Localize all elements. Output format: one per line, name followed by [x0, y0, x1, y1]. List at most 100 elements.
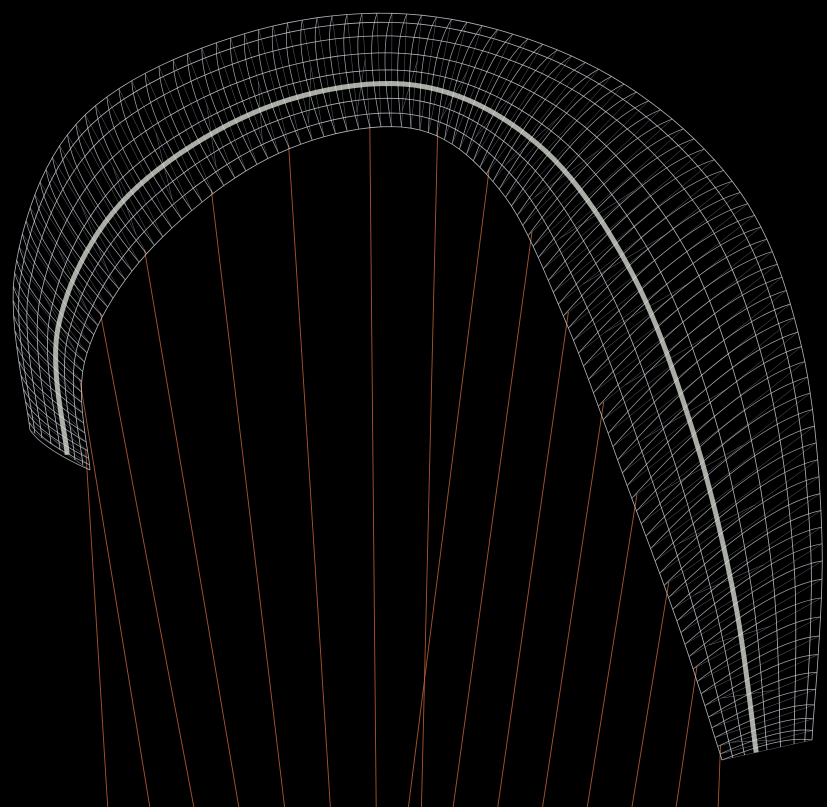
- rib: [343, 14, 360, 130]
- rib: [466, 38, 529, 155]
- rib: [29, 207, 103, 317]
- rib: [680, 543, 823, 633]
- rib: [622, 331, 799, 474]
- rib: [314, 17, 336, 134]
- suspension-lines: [79, 124, 721, 807]
- suspension-line: [99, 312, 195, 807]
- reinforcement-band: [53, 80, 759, 753]
- rib: [384, 13, 393, 127]
- rib: [588, 238, 767, 380]
- rib: [543, 138, 695, 270]
- rib: [75, 124, 147, 254]
- suspension-line: [85, 449, 109, 807]
- rib: [20, 375, 86, 434]
- rib: [172, 59, 225, 186]
- rib: [516, 91, 637, 216]
- rib: [25, 401, 88, 452]
- rib: [583, 226, 762, 367]
- rib: [271, 25, 302, 145]
- rib: [654, 442, 817, 562]
- rib: [636, 376, 808, 512]
- suspension-line: [542, 401, 605, 807]
- rib: [131, 80, 193, 211]
- rib: [612, 303, 791, 447]
- rib: [158, 66, 214, 194]
- rib: [668, 493, 821, 598]
- span-line: [46, 69, 768, 751]
- rib: [67, 134, 140, 263]
- rib: [12, 286, 83, 372]
- rib: [650, 425, 815, 549]
- rib: [357, 13, 371, 128]
- span-line: [26, 35, 797, 745]
- rib: [663, 476, 820, 586]
- rib: [201, 47, 247, 172]
- span-line: [72, 112, 734, 758]
- suspension-line: [421, 132, 439, 807]
- rib: [719, 729, 813, 755]
- suspension-line: [407, 170, 490, 807]
- rib: [329, 15, 348, 132]
- suspension-line: [369, 124, 377, 807]
- rib: [532, 118, 673, 247]
- rib: [39, 181, 114, 299]
- rib: [692, 597, 822, 670]
- rib: [700, 635, 820, 694]
- rib: [230, 37, 269, 159]
- rib: [511, 83, 625, 207]
- suspension-line: [586, 494, 638, 807]
- rib: [95, 105, 164, 237]
- rib: [498, 68, 599, 190]
- rib: [704, 654, 819, 706]
- span-line: [18, 21, 812, 742]
- rib: [522, 100, 649, 226]
- rib: [626, 346, 802, 486]
- rib: [688, 578, 823, 657]
- span-line: [64, 97, 745, 756]
- rib: [472, 43, 544, 161]
- canopy-wireframe: [12, 12, 823, 761]
- rib: [607, 290, 787, 434]
- span-line: [12, 12, 823, 741]
- rib: [13, 315, 82, 393]
- rib: [573, 203, 748, 341]
- rib: [696, 616, 821, 682]
- rib: [451, 29, 498, 145]
- rib: [22, 388, 87, 443]
- rib: [18, 360, 84, 424]
- rib: [16, 345, 83, 414]
- rib: [144, 73, 203, 203]
- rib: [27, 412, 89, 459]
- suspension-line: [210, 189, 286, 807]
- rib: [479, 49, 558, 168]
- span-line: [80, 126, 723, 761]
- rib: [14, 330, 82, 403]
- rib: [659, 459, 818, 574]
- suspension-line: [717, 745, 721, 807]
- rib: [409, 15, 422, 129]
- rib: [676, 526, 822, 622]
- rib: [640, 392, 811, 524]
- rib: [45, 169, 120, 290]
- rib: [538, 128, 684, 258]
- rib: [14, 272, 85, 363]
- rib: [419, 16, 437, 131]
- rib: [444, 25, 483, 140]
- rib: [721, 738, 813, 761]
- rib: [527, 109, 661, 236]
- rib: [34, 194, 108, 308]
- rib: [243, 33, 279, 154]
- suspension-line: [452, 231, 533, 807]
- rib: [215, 42, 258, 165]
- rib: [29, 429, 91, 471]
- rib: [578, 214, 755, 354]
- suspension-line: [79, 379, 151, 807]
- rib: [187, 53, 236, 179]
- span-line: [36, 52, 781, 748]
- rib: [672, 510, 821, 610]
- rib: [428, 19, 452, 133]
- suspension-line: [675, 666, 698, 807]
- rib: [459, 33, 514, 150]
